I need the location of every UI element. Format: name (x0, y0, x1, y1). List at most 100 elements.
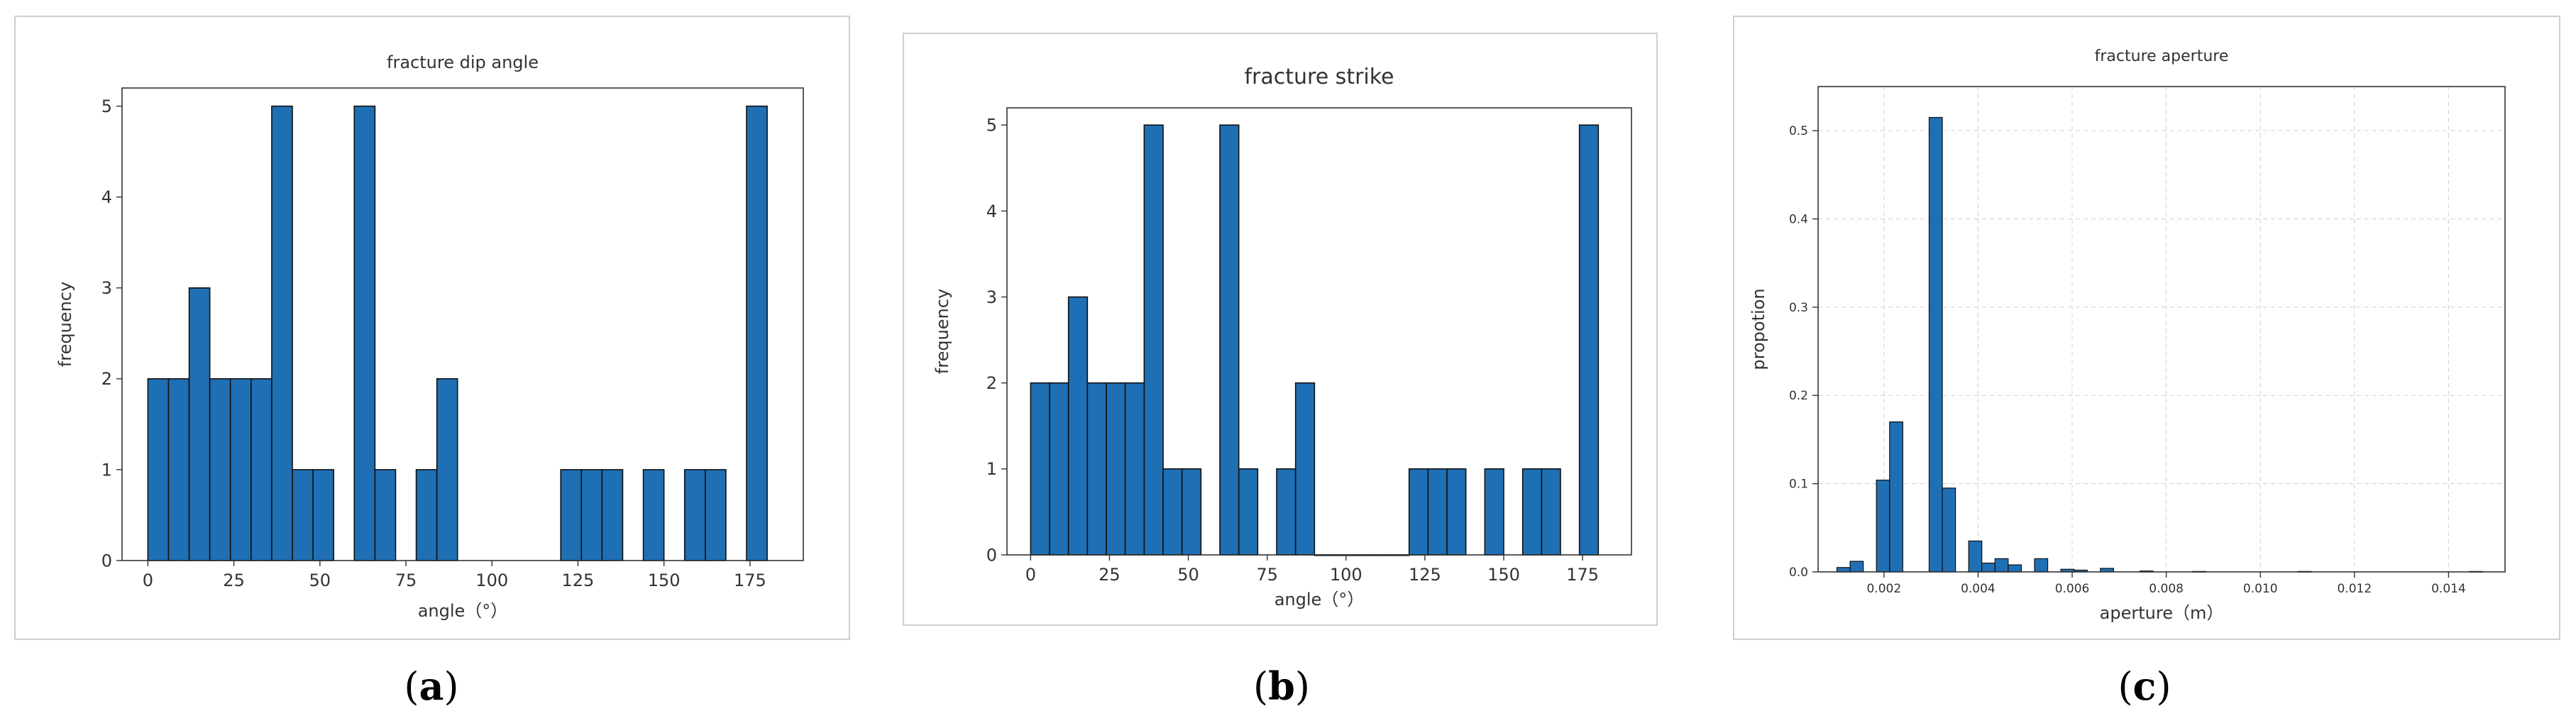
histogram-bar (1124, 382, 1145, 556)
histogram-bar (580, 469, 603, 561)
x-tick-label: 175 (734, 570, 766, 590)
y-tick-label: 2 (101, 369, 112, 389)
y-tick-label: 0 (101, 551, 112, 570)
histogram-bar (1836, 567, 1851, 573)
histogram-bar (1143, 124, 1164, 556)
histogram-bar (1427, 468, 1448, 556)
y-tick-label: 0.3 (1789, 301, 1808, 315)
x-tick-label: 25 (223, 570, 245, 590)
x-tick-label: 0.010 (2243, 582, 2278, 596)
aperture-histogram: 0.002 0.004 0.006 0.008 0.010 0.012 0.014 0.0 0.… (1749, 48, 2506, 623)
histogram-bar (229, 378, 252, 561)
x-axis-label: aperture（m） (2100, 603, 2224, 623)
x-tick-label: 125 (562, 570, 595, 590)
chart-title: fracture strike (1244, 65, 1394, 89)
y-tick-label: 2 (986, 373, 997, 393)
y-axis-label: frequency (932, 289, 952, 374)
histogram-bar (683, 469, 706, 561)
y-tick-label: 4 (101, 187, 112, 207)
histogram-bar (209, 378, 231, 561)
histogram-bar (2034, 558, 2049, 573)
histogram-bar (415, 469, 438, 561)
histogram-bar (1968, 540, 1983, 573)
chart-title: fracture aperture (2095, 48, 2229, 65)
histogram-bar (1067, 296, 1089, 556)
histogram-bar (1484, 468, 1504, 556)
histogram-bar (188, 287, 211, 561)
y-axis-label: propotion (1749, 288, 1768, 370)
x-tick-label: 0.014 (2431, 582, 2466, 596)
histogram-bar (1981, 562, 1996, 573)
chart-panel-strike: 0 25 50 75 100 125 150 175 0 1 2 3 4 5 fracture strike… (903, 33, 1658, 626)
y-tick-label: 3 (986, 287, 997, 307)
x-tick-label: 150 (648, 570, 681, 590)
histogram-bar (312, 469, 334, 561)
y-tick-label: 0.1 (1789, 478, 1808, 492)
histogram-bar (1876, 480, 1890, 573)
histogram-bar (436, 378, 458, 561)
histogram-bar (1849, 561, 1864, 573)
x-tick-label: 0.008 (2149, 582, 2184, 596)
histogram-bar (746, 105, 768, 561)
chart-panel-dip-angle: 0 25 50 75 100 125 150 175 0 1 2 3 4 5 fracture dip an… (14, 16, 850, 640)
x-tick-label: 50 (309, 570, 331, 590)
histogram-bar (1294, 382, 1316, 556)
x-tick-label: 0 (143, 570, 153, 590)
histogram-bar (642, 469, 665, 561)
plot-frame (1817, 86, 2506, 573)
histogram-bar (1086, 382, 1107, 556)
histogram-bar (1162, 468, 1183, 556)
y-tick-label: 4 (986, 202, 997, 221)
y-tick-label: 1 (101, 460, 112, 480)
y-tick-label: 0 (986, 545, 997, 565)
histogram-bar (1994, 558, 2009, 573)
x-tick-label: 75 (395, 570, 417, 590)
histogram-bar (560, 469, 583, 561)
histogram-bar (292, 469, 314, 561)
dip-angle-histogram: 0 25 50 75 100 125 150 175 0 1 2 3 4 5 fracture dip an… (55, 53, 804, 621)
histogram-bar (1541, 468, 1561, 556)
x-tick-label: 100 (1330, 565, 1363, 585)
y-tick-label: 5 (986, 116, 997, 136)
histogram-bar (1928, 116, 1943, 573)
caption-b: (b) (1253, 663, 1310, 709)
x-tick-label: 0.002 (1866, 582, 1901, 596)
x-axis-label: angle（°） (418, 601, 508, 621)
x-tick-label: 150 (1487, 565, 1520, 585)
x-tick-label: 0.004 (1961, 582, 1996, 596)
histogram-bar (1942, 487, 1956, 573)
histogram-bar (374, 469, 397, 561)
x-tick-label: 175 (1566, 565, 1599, 585)
plot-frame (121, 87, 804, 561)
x-tick-label: 50 (1177, 565, 1199, 585)
y-tick-label: 0.5 (1789, 124, 1808, 138)
caption-c: (c) (2118, 663, 2172, 709)
histogram-bar (601, 469, 624, 561)
histogram-bar (1219, 124, 1240, 556)
histogram-bar (2008, 564, 2022, 573)
x-tick-label: 0.012 (2337, 582, 2372, 596)
histogram-bar (1106, 382, 1126, 556)
y-tick-label: 0.0 (1789, 566, 1808, 580)
histogram-bar (705, 469, 727, 561)
x-tick-label: 0 (1025, 565, 1036, 585)
histogram-bar (353, 105, 376, 561)
histogram-bar (1030, 382, 1050, 556)
x-axis-label: angle（°） (1275, 590, 1365, 610)
histogram-bar (167, 378, 190, 561)
y-tick-label: 0.4 (1789, 212, 1808, 226)
histogram-bar (1408, 468, 1429, 556)
y-axis-label: frequency (55, 282, 75, 367)
histogram-bar (1238, 468, 1259, 556)
y-tick-label: 0.2 (1789, 389, 1808, 403)
x-tick-label: 75 (1256, 565, 1278, 585)
histogram-bar (147, 378, 170, 561)
chart-panel-aperture: 0.002 0.004 0.006 0.008 0.010 0.012 0.014 0.0 0.… (1733, 16, 2560, 640)
histogram-bar (1521, 468, 1543, 556)
histogram-bar (271, 105, 293, 561)
histogram-bar (1578, 124, 1600, 556)
y-tick-label: 3 (101, 278, 112, 298)
chart-title: fracture dip angle (387, 53, 539, 72)
histogram-bar (1181, 468, 1202, 556)
x-tick-label: 100 (475, 570, 508, 590)
